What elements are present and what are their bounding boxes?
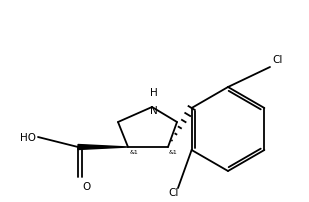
Polygon shape <box>78 145 128 150</box>
Text: N: N <box>150 105 158 115</box>
Text: Cl: Cl <box>168 187 178 197</box>
Text: H: H <box>150 87 158 98</box>
Text: &1: &1 <box>130 149 139 154</box>
Text: HO: HO <box>20 132 36 142</box>
Text: Cl: Cl <box>272 55 282 65</box>
Text: &1: &1 <box>169 149 178 154</box>
Text: O: O <box>82 181 90 191</box>
